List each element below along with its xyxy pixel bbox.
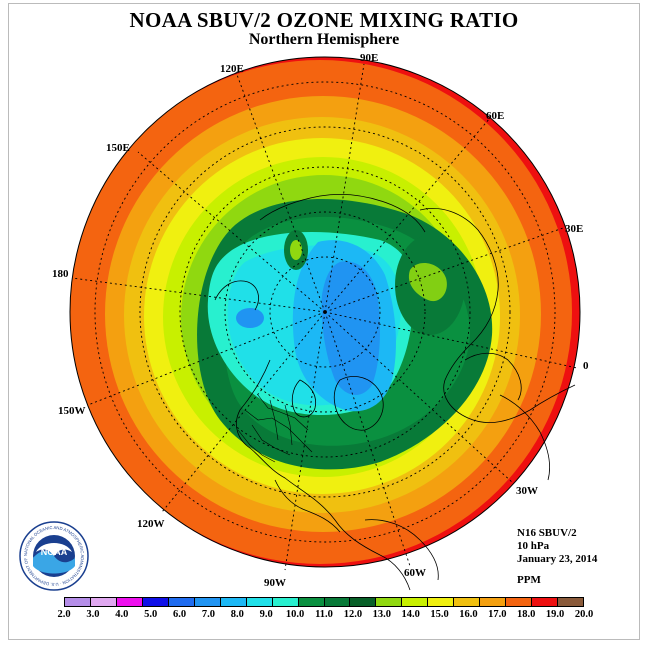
lon-label-150w: 150W bbox=[58, 405, 86, 417]
europe-coast bbox=[464, 352, 522, 401]
colorbar-tick-label: 4.0 bbox=[115, 609, 129, 620]
colorbar-segment bbox=[376, 598, 403, 606]
colorbar-segment bbox=[194, 598, 221, 606]
colorbar-segment bbox=[65, 598, 91, 606]
lon-label-60w: 60W bbox=[404, 567, 426, 579]
graticule-parallels bbox=[94, 81, 556, 543]
lon-label-120e: 120E bbox=[220, 63, 244, 75]
lon-label-60e: 60E bbox=[486, 110, 505, 122]
colorbar-segment bbox=[142, 598, 169, 606]
greenland-coast bbox=[333, 376, 384, 431]
eurasia-coast bbox=[419, 208, 576, 423]
colorbar bbox=[64, 597, 584, 607]
noaa-logo-text: NOAA bbox=[41, 547, 68, 557]
us-state-borders bbox=[237, 394, 313, 463]
alaska-coast bbox=[214, 280, 259, 311]
units-label: PPM bbox=[517, 574, 541, 586]
siberia-coast bbox=[259, 194, 426, 233]
south-america-coast bbox=[364, 519, 439, 581]
colorbar-segment bbox=[246, 598, 273, 606]
lon-label-30e: 30E bbox=[565, 223, 584, 235]
colorbar-tick-label: 15.0 bbox=[430, 609, 449, 620]
colorbar-tick-label: 8.0 bbox=[230, 609, 244, 620]
colorbar-tick-label: 18.0 bbox=[517, 609, 536, 620]
colorbar-tick-label: 9.0 bbox=[259, 609, 273, 620]
africa-coast bbox=[499, 394, 550, 481]
colorbar-ticks: 2.0 3.0 4.0 5.0 6.0 7.0 8.0 9.0 10.0 11.0 12.0 13.0… bbox=[57, 609, 593, 623]
colorbar-tick-label: 13.0 bbox=[372, 609, 391, 620]
colorbar-segment bbox=[168, 598, 195, 606]
lon-label-0: 0 bbox=[583, 360, 589, 372]
north-america-coast bbox=[236, 359, 411, 591]
colorbar-tick-label: 10.0 bbox=[285, 609, 305, 620]
lon-label-150e: 150E bbox=[106, 142, 130, 154]
colorbar-tick-label: 3.0 bbox=[86, 609, 100, 620]
map-outline bbox=[69, 56, 581, 568]
graticule-meridians bbox=[71, 63, 578, 571]
colorbar-tick-label: 19.0 bbox=[545, 609, 565, 620]
band-12-13-core bbox=[290, 240, 302, 260]
lon-label-120w: 120W bbox=[137, 518, 165, 530]
info-box: N16 SBUV/2 10 hPa January 23, 2014 bbox=[517, 527, 597, 566]
noaa-logo: NOAA NATIONAL OCEANIC AND ATMOSPHERIC AD… bbox=[18, 520, 89, 591]
band-6-7-lobe bbox=[236, 308, 264, 328]
coastlines bbox=[214, 194, 576, 591]
band-6-7 bbox=[321, 261, 380, 396]
colorbar-tick-label: 20.0 bbox=[574, 609, 594, 620]
colorbar-segment bbox=[116, 598, 143, 606]
colorbar-segment bbox=[558, 598, 584, 606]
lon-label-90e: 90E bbox=[360, 52, 379, 64]
band-12-13-ring bbox=[408, 263, 447, 302]
lon-label-90w: 90W bbox=[264, 577, 286, 589]
lon-label-30w: 30W bbox=[516, 485, 538, 497]
colorbar-segment bbox=[480, 598, 507, 606]
colorbar-segment bbox=[506, 598, 533, 606]
colorbar-segment bbox=[272, 598, 299, 606]
colorbar-segment bbox=[298, 598, 325, 606]
colorbar-segment bbox=[532, 598, 559, 606]
pressure-label: 10 hPa bbox=[517, 540, 550, 552]
colorbar-tick-label: 5.0 bbox=[144, 609, 158, 620]
colorbar-tick-label: 12.0 bbox=[343, 609, 363, 620]
central-america-coast bbox=[274, 479, 341, 533]
colorbar-tick-label: 6.0 bbox=[172, 609, 187, 620]
date-label: January 23, 2014 bbox=[517, 553, 598, 565]
colorbar-segment bbox=[454, 598, 481, 606]
colorbar-tick-label: 11.0 bbox=[315, 609, 333, 620]
colorbar-segment bbox=[402, 598, 429, 606]
colorbar-segment bbox=[350, 598, 377, 606]
colorbar-tick-label: 16.0 bbox=[459, 609, 478, 620]
page-title: NOAA SBUV/2 OZONE MIXING RATIO bbox=[129, 8, 519, 32]
colorbar-segment bbox=[324, 598, 351, 606]
colorbar-segment bbox=[428, 598, 455, 606]
lon-label-180: 180 bbox=[52, 268, 69, 280]
plot-frame bbox=[8, 3, 640, 640]
colorbar-tick-label: 7.0 bbox=[201, 609, 215, 620]
colorbar-tick-label: 14.0 bbox=[401, 609, 420, 620]
colorbar-segment bbox=[90, 598, 117, 606]
colorbar-tick-label: 2.0 bbox=[57, 609, 71, 620]
instrument-label: N16 SBUV/2 bbox=[517, 527, 577, 539]
page-subtitle: Northern Hemisphere bbox=[248, 31, 400, 48]
colorbar-tick-label: 17.0 bbox=[488, 609, 507, 620]
colorbar-segment bbox=[220, 598, 247, 606]
